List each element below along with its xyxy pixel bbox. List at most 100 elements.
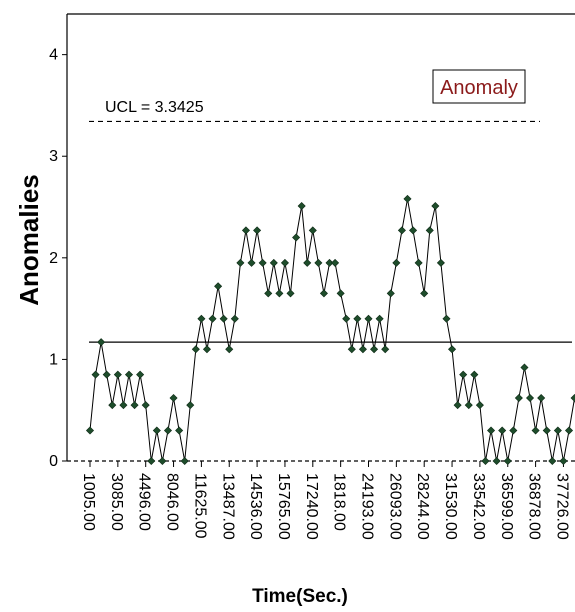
data-point <box>102 370 111 379</box>
data-point <box>297 201 306 211</box>
data-point <box>559 456 568 466</box>
data-point <box>264 289 273 298</box>
data-point <box>180 456 189 466</box>
data-point <box>175 426 184 435</box>
data-point <box>381 345 390 354</box>
data-point <box>331 258 340 267</box>
x-tick-label: 1818.00 <box>331 473 348 531</box>
data-point <box>526 393 535 403</box>
data-point <box>375 314 384 323</box>
data-point <box>553 426 562 435</box>
x-tick-label: 15765.00 <box>275 473 292 540</box>
data-point <box>119 401 128 410</box>
series-polyline <box>89 198 575 462</box>
data-point <box>353 314 362 323</box>
data-point <box>475 401 484 410</box>
data-point <box>537 393 546 403</box>
data-point <box>230 314 239 323</box>
y-tick-label: 3 <box>49 148 58 165</box>
data-markers <box>85 194 575 466</box>
data-point <box>141 401 150 410</box>
data-point <box>169 393 178 403</box>
data-point <box>280 258 289 267</box>
data-point <box>548 456 557 466</box>
data-point <box>364 314 373 323</box>
data-point <box>448 345 457 354</box>
data-point <box>136 370 145 379</box>
data-point <box>202 345 211 354</box>
data-point <box>241 226 250 235</box>
data-point <box>436 258 445 267</box>
y-tick-label: 1 <box>49 351 58 368</box>
data-point <box>219 314 228 323</box>
data-point <box>258 258 267 267</box>
data-point <box>108 401 117 410</box>
data-point <box>208 314 217 323</box>
data-point <box>197 314 206 323</box>
series-line <box>89 198 575 462</box>
reference-lines <box>89 120 572 343</box>
x-tick-label: 8046.00 <box>164 473 181 531</box>
data-point <box>442 314 451 323</box>
data-point <box>487 426 496 435</box>
data-point <box>286 289 295 298</box>
data-point <box>275 289 284 298</box>
x-tick-label: 26093.00 <box>386 473 403 540</box>
data-point <box>459 370 468 379</box>
data-point <box>464 401 473 410</box>
data-point <box>314 258 323 267</box>
data-point <box>370 345 379 354</box>
x-tick-label: 4496.00 <box>136 473 153 531</box>
data-point <box>253 226 262 235</box>
data-point <box>292 233 301 242</box>
x-tick-label: 11625.00 <box>191 473 208 539</box>
data-point <box>403 194 412 203</box>
x-tick-label: 31530.00 <box>442 473 459 540</box>
data-point <box>342 314 351 323</box>
data-point <box>503 456 512 466</box>
data-point <box>347 345 356 354</box>
ucl-label: UCL = 3.3425 <box>105 99 204 116</box>
data-point <box>453 401 462 410</box>
data-point <box>386 289 395 298</box>
x-tick-label: 1005.00 <box>80 473 97 531</box>
data-point <box>531 426 540 435</box>
data-point <box>431 201 440 211</box>
data-point <box>91 370 100 379</box>
data-point <box>514 393 523 403</box>
anomaly-annotation-box <box>432 69 526 104</box>
data-point <box>97 338 106 347</box>
data-point <box>303 258 312 267</box>
y-axis-ticks: 0 1 2 3 4 <box>49 47 67 470</box>
y-tick-label: 2 <box>49 250 58 267</box>
data-point <box>425 226 434 235</box>
data-point <box>414 258 423 267</box>
data-point <box>420 289 429 298</box>
data-point <box>325 258 334 267</box>
data-point <box>470 370 479 379</box>
data-point <box>520 363 529 372</box>
data-point <box>570 393 575 403</box>
data-point <box>124 370 134 379</box>
x-axis-ticks: 1005.00 3085.00 4496.00 8046.00 11625.00 1348… <box>80 461 570 540</box>
data-point <box>564 426 574 435</box>
data-point <box>163 426 173 435</box>
data-point <box>492 456 501 466</box>
data-point <box>147 456 156 466</box>
data-point <box>397 226 406 235</box>
x-tick-label: 13487.00 <box>219 473 236 540</box>
x-tick-label: 36599.00 <box>498 473 515 540</box>
data-point <box>152 426 161 435</box>
anomaly-annotation: Anomaly <box>440 77 518 99</box>
data-point <box>336 289 345 298</box>
x-tick-label: 3085.00 <box>108 473 125 531</box>
data-point <box>158 456 167 466</box>
data-point <box>269 258 278 267</box>
x-tick-label: 14536.00 <box>247 473 264 540</box>
data-point <box>358 345 367 354</box>
data-point <box>392 258 401 267</box>
x-tick-label: 28244.00 <box>414 473 431 540</box>
data-point <box>308 226 317 235</box>
data-point <box>130 401 139 410</box>
